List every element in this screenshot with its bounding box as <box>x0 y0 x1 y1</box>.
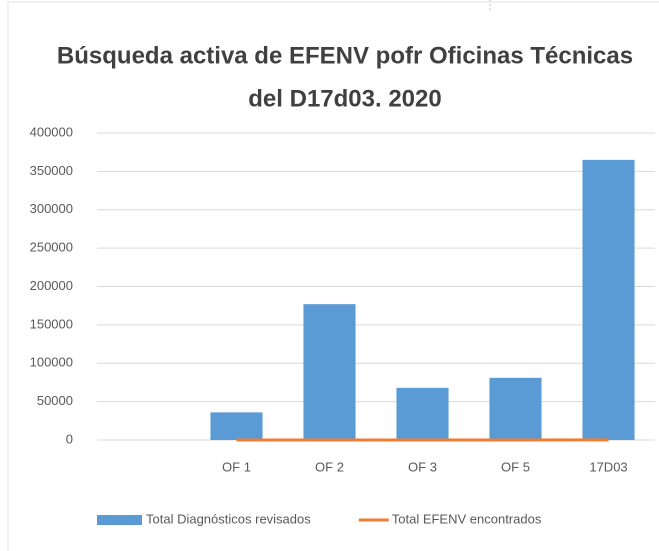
legend-label: Total Diagnósticos revisados <box>146 511 311 526</box>
bar <box>396 387 449 440</box>
y-tick-label: 50000 <box>37 393 73 408</box>
y-tick-label: 400000 <box>30 124 73 139</box>
chart-border <box>7 1 659 551</box>
y-tick-label: 0 <box>66 431 73 446</box>
chart-title: Búsqueda activa de EFENV pofr Oficinas T… <box>57 42 633 69</box>
y-tick-label: 200000 <box>30 278 73 293</box>
x-tick-label: 17D03 <box>589 459 627 474</box>
x-tick-label: OF 3 <box>408 459 437 474</box>
y-tick-label: 100000 <box>30 355 73 370</box>
x-tick-label: OF 1 <box>222 459 251 474</box>
x-tick-label: OF 5 <box>501 459 530 474</box>
y-tick-label: 150000 <box>30 316 73 331</box>
y-tick-label: 350000 <box>30 163 73 178</box>
legend-swatch <box>97 515 142 525</box>
x-tick-label: OF 2 <box>315 459 344 474</box>
bar <box>582 159 635 441</box>
bar <box>303 304 356 440</box>
y-tick-label: 300000 <box>30 201 73 216</box>
y-tick-label: 250000 <box>30 240 73 255</box>
legend-label: Total EFENV encontrados <box>392 511 542 526</box>
chart-title: del D17d03. 2020 <box>248 85 441 112</box>
bar <box>489 377 542 440</box>
bar <box>210 412 263 440</box>
